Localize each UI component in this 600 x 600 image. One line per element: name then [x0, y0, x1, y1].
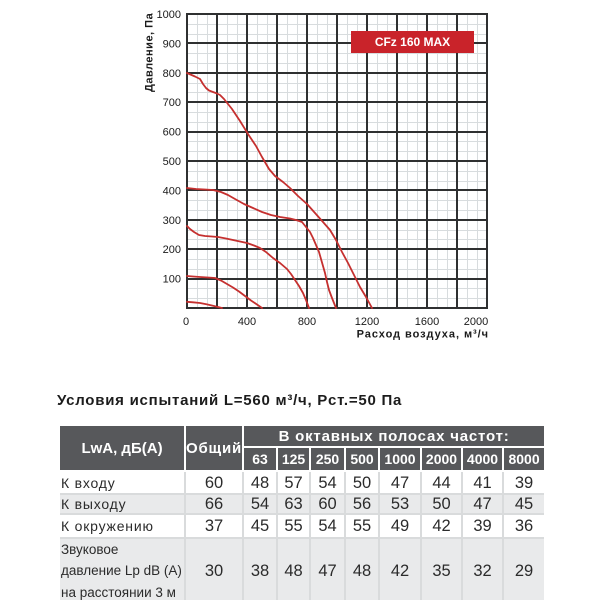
svg-text:1200: 1200 [355, 316, 379, 328]
svg-text:100: 100 [163, 274, 181, 286]
svg-text:600: 600 [163, 127, 181, 139]
svg-text:800: 800 [163, 68, 181, 80]
svg-text:CFz 160 MAX: CFz 160 MAX [375, 35, 450, 49]
svg-text:400: 400 [238, 316, 256, 328]
svg-text:700: 700 [163, 97, 181, 109]
svg-text:400: 400 [163, 185, 181, 197]
svg-text:200: 200 [163, 244, 181, 256]
svg-text:800: 800 [298, 316, 316, 328]
svg-text:300: 300 [163, 215, 181, 227]
svg-text:900: 900 [163, 38, 181, 50]
svg-text:Давление, Па: Давление, Па [144, 12, 156, 92]
svg-text:Расход воздуха, м³/ч: Расход воздуха, м³/ч [357, 329, 489, 341]
svg-text:2000: 2000 [464, 316, 488, 328]
svg-text:1600: 1600 [415, 316, 439, 328]
svg-text:0: 0 [183, 316, 189, 328]
svg-text:1000: 1000 [157, 9, 181, 21]
svg-text:500: 500 [163, 156, 181, 168]
